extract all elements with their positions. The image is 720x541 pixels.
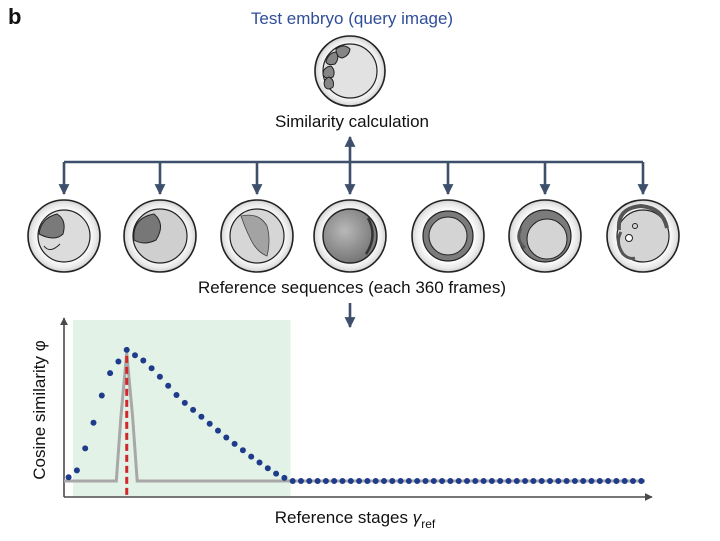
data-point	[223, 434, 230, 441]
reference-embryos	[27, 199, 680, 273]
x-axis-label-text: Reference stages	[275, 508, 408, 527]
connector-tree	[58, 135, 649, 196]
x-axis-symbol: γ	[413, 508, 423, 527]
data-point	[206, 420, 213, 427]
data-point	[422, 478, 429, 484]
data-point	[538, 478, 545, 484]
embryo-2cell-large-icon	[123, 199, 197, 273]
data-point	[215, 427, 221, 434]
data-point	[289, 478, 296, 484]
data-point	[439, 478, 446, 484]
embryo-gastrula-icon	[313, 199, 387, 273]
data-point	[580, 478, 587, 484]
data-point	[165, 382, 172, 389]
embryo-larva-icon	[606, 199, 680, 273]
data-point	[414, 478, 421, 484]
data-point	[555, 478, 562, 484]
data-point	[488, 478, 495, 484]
embryo-dome-icon	[220, 199, 294, 273]
data-point	[513, 478, 520, 484]
data-point	[198, 413, 205, 420]
y-axis-label: Cosine similarity φ	[30, 340, 49, 480]
data-point	[190, 406, 197, 413]
data-point	[480, 478, 487, 484]
x-axis-label: Reference stages γref	[275, 508, 436, 531]
data-point	[73, 467, 80, 474]
data-point	[140, 357, 147, 364]
data-point	[522, 478, 529, 484]
similarity-calculation-label: Similarity calculation	[275, 112, 429, 131]
data-point	[613, 478, 620, 484]
data-point	[123, 346, 130, 353]
data-point	[547, 478, 553, 484]
data-point	[281, 474, 288, 481]
data-point	[430, 478, 437, 484]
data-point	[530, 478, 537, 484]
embryo-2cell-icon	[27, 199, 101, 273]
data-point	[405, 478, 412, 484]
data-point	[605, 478, 612, 484]
embryo-ring-icon	[411, 199, 485, 273]
data-point	[181, 399, 188, 406]
x-axis-subscript: ref	[421, 517, 436, 531]
data-point	[397, 478, 404, 484]
data-point	[306, 478, 313, 484]
data-point	[588, 478, 595, 484]
dotted-similarity-curve	[65, 346, 645, 484]
data-point	[464, 478, 470, 484]
panel-label: b	[8, 4, 21, 29]
data-point	[90, 419, 97, 426]
data-point	[264, 465, 271, 472]
data-point	[248, 453, 255, 460]
data-point	[356, 478, 363, 484]
data-point	[298, 478, 304, 484]
data-point	[455, 478, 462, 484]
data-point	[239, 447, 246, 454]
similarity-chart: Cosine similarity φ Reference stages γre…	[30, 317, 653, 531]
data-point	[571, 478, 578, 484]
data-point	[156, 373, 163, 380]
data-point	[389, 478, 396, 484]
data-point	[231, 440, 238, 447]
data-point	[65, 474, 72, 481]
data-point	[148, 365, 155, 372]
data-point	[314, 478, 321, 484]
data-point	[621, 478, 628, 484]
data-point	[505, 478, 512, 484]
data-point	[472, 478, 479, 484]
data-point	[372, 478, 379, 484]
data-point	[497, 478, 504, 484]
data-point	[447, 478, 454, 484]
data-point	[256, 459, 263, 466]
data-point	[82, 445, 89, 452]
data-point	[596, 478, 603, 484]
data-point	[638, 478, 645, 484]
data-point	[339, 478, 346, 484]
data-point	[107, 370, 114, 377]
data-point	[630, 478, 636, 484]
data-point	[364, 478, 371, 484]
data-point	[173, 392, 180, 398]
query-embryo-icon	[314, 35, 386, 107]
data-point	[563, 478, 570, 484]
data-point	[115, 358, 122, 365]
query-title: Test embryo (query image)	[251, 9, 453, 28]
embryo-elongating-icon	[508, 199, 582, 273]
data-point	[273, 470, 280, 477]
data-point	[381, 478, 387, 484]
data-point	[132, 352, 138, 359]
data-point	[331, 478, 338, 484]
data-point	[322, 478, 329, 484]
reference-sequences-label: Reference sequences (each 360 frames)	[198, 278, 506, 297]
data-point	[347, 478, 354, 484]
highlight-region	[73, 320, 291, 496]
data-point	[98, 392, 105, 399]
